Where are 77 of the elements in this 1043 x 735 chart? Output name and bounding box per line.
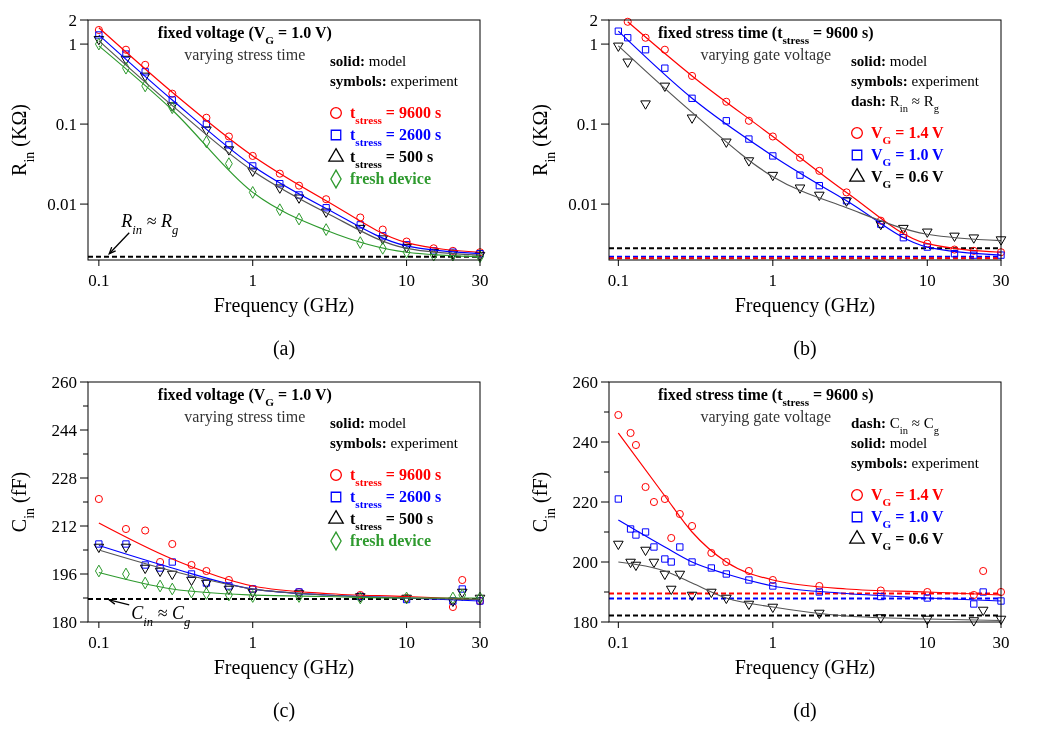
text: (c) (272, 699, 296, 722)
y-tick-label: 2 (589, 10, 598, 30)
x-tick-label: 30 (471, 271, 489, 290)
x-tick-label: 0.1 (88, 271, 110, 290)
x-tick-label: 10 (398, 271, 416, 290)
y-tick-label: 180 (51, 612, 77, 632)
text: (b) (793, 337, 817, 360)
chart-title: fixed stress time (t$_{stress}$ = 9600 s) (657, 386, 874, 408)
annotation: symbols: experiment (851, 455, 980, 471)
text: (a) (272, 337, 296, 360)
x-tick-label: 30 (992, 633, 1010, 652)
legend-label: fresh device (350, 532, 432, 549)
x-axis-title: Frequency (GHz) (734, 294, 876, 317)
x-tick-label: 10 (918, 271, 936, 290)
legend-label: V$_{G}$ = 0.6 V (871, 530, 945, 552)
annotation: dash: C$_{in}$ ≈ C$_{g}$ (851, 415, 940, 436)
y-tick-label: 244 (51, 420, 78, 440)
legend-label: V$_{G}$ = 1.0 V (871, 508, 945, 530)
annotation: C$_{in}$ ≈ C$_{g}$ (131, 602, 191, 629)
x-tick-label: 30 (471, 633, 489, 652)
legend-label: V$_{G}$ = 1.0 V (871, 146, 945, 168)
y-tick-label: 180 (572, 612, 598, 632)
legend-label: V$_{G}$ = 1.4 V (871, 124, 945, 146)
annotation: symbols: experiment (330, 73, 459, 89)
annotation: symbols: experiment (330, 435, 459, 451)
x-tick-label: 1 (248, 633, 257, 652)
y-tick-label: 228 (51, 468, 77, 488)
x-tick-label: 1 (768, 633, 778, 652)
x-tick-label: 0.1 (607, 633, 629, 652)
x-axis-title: Frequency (GHz) (213, 294, 355, 317)
y-tick-label: 196 (51, 564, 77, 584)
y-tick-label: 220 (572, 492, 598, 512)
y-tick-label: 2 (68, 10, 77, 30)
text: varying gate voltage (700, 408, 832, 426)
y-tick-label: 1 (589, 35, 598, 55)
x-axis-title: Frequency (GHz) (213, 656, 355, 679)
text: varying stress time (184, 46, 306, 64)
legend-label: t$_{stress}$ = 9600 s (350, 104, 442, 126)
y-tick-label: 200 (572, 552, 598, 572)
x-tick-label: 0.1 (607, 271, 629, 290)
y-tick-label: 0.01 (47, 195, 77, 215)
chart-title: fixed stress time (t$_{stress}$ = 9600 s) (657, 24, 874, 46)
annotation: solid: model (330, 415, 407, 431)
legend-label: V$_{G}$ = 0.6 V (871, 168, 945, 190)
x-tick-label: 30 (992, 271, 1010, 290)
legend-label: t$_{stress}$ = 2600 s (350, 488, 442, 510)
text: varying stress time (184, 408, 306, 426)
y-tick-label: 212 (51, 516, 77, 536)
text: varying gate voltage (700, 46, 832, 64)
chart-title: fixed voltage (V$_{G}$ = 1.0 V) (157, 386, 332, 408)
x-axis-title: Frequency (GHz) (734, 656, 876, 679)
y-tick-label: 0.1 (576, 115, 598, 135)
legend-label: t$_{stress}$ = 500 s (350, 148, 434, 170)
y-tick-label: 1 (68, 35, 77, 55)
annotation: solid: model (330, 53, 407, 69)
annotation: solid: model (851, 435, 928, 451)
y-tick-label: 260 (572, 372, 598, 392)
y-tick-label: 260 (51, 372, 77, 392)
y-tick-label: 0.1 (55, 115, 77, 135)
x-tick-label: 1 (768, 271, 778, 290)
annotation: symbols: experiment (851, 73, 980, 89)
text: (d) (793, 699, 817, 722)
y-tick-label: 240 (572, 432, 598, 452)
x-tick-label: 10 (918, 633, 936, 652)
x-tick-label: 10 (398, 633, 416, 652)
legend-label: V$_{G}$ = 1.4 V (871, 486, 945, 508)
annotation: R$_{in}$ ≈ R$_{g}$ (120, 210, 179, 237)
annotation: solid: model (851, 53, 928, 69)
legend-label: fresh device (350, 170, 432, 187)
x-tick-label: 0.1 (88, 633, 110, 652)
y-tick-label: 0.01 (568, 195, 598, 215)
x-tick-label: 1 (248, 271, 257, 290)
annotation: dash: R$_{in}$ ≈ R$_{g}$ (851, 93, 940, 114)
legend-label: t$_{stress}$ = 9600 s (350, 466, 442, 488)
legend-label: t$_{stress}$ = 2600 s (350, 126, 442, 148)
legend-label: t$_{stress}$ = 500 s (350, 510, 434, 532)
chart-title: fixed voltage (V$_{G}$ = 1.0 V) (157, 24, 332, 46)
